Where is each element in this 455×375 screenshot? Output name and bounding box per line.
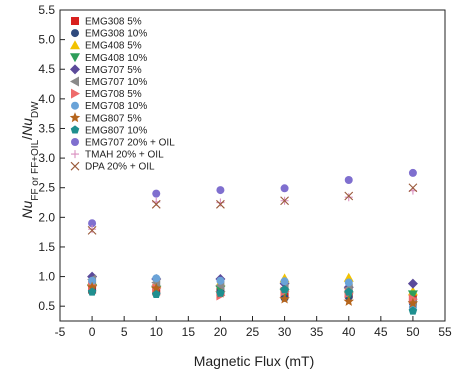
data-point bbox=[407, 278, 418, 289]
y-tick-label: 0.5 bbox=[38, 299, 55, 313]
legend-marker bbox=[69, 112, 81, 123]
x-tick-label: 0 bbox=[89, 325, 96, 339]
legend-label: EMG308 5% bbox=[85, 17, 142, 28]
x-ticks: -5 0 5 10 15 20 25 30 35 40 45 50 55 bbox=[55, 316, 452, 339]
y-axis-title: NuFF or FF+OIL/NuDW bbox=[19, 101, 41, 219]
x-tick-label: 25 bbox=[246, 325, 260, 339]
legend-marker bbox=[71, 17, 79, 25]
legend-marker bbox=[71, 138, 79, 146]
x-tick-label: 10 bbox=[150, 325, 164, 339]
data-point bbox=[152, 274, 161, 283]
data-point bbox=[216, 276, 225, 285]
x-tick-label: 45 bbox=[374, 325, 388, 339]
legend-label: EMG408 5% bbox=[85, 41, 142, 52]
x-tick-label: 15 bbox=[182, 325, 196, 339]
data-point bbox=[344, 176, 353, 185]
y-tick-label: 4.5 bbox=[38, 62, 55, 76]
legend-marker bbox=[71, 150, 79, 159]
legend-label: DPA 20% + OIL bbox=[85, 162, 155, 173]
x-tick-label: 55 bbox=[438, 325, 452, 339]
data-point bbox=[408, 183, 418, 193]
x-tick-label: 35 bbox=[310, 325, 324, 339]
y-tick-label: 4.0 bbox=[38, 92, 55, 106]
y-tick-label: 5.0 bbox=[38, 33, 55, 47]
data-point bbox=[344, 191, 354, 201]
data-point bbox=[407, 290, 418, 300]
y-tick-label: 3.5 bbox=[38, 121, 55, 135]
y-tick-label: 3.0 bbox=[38, 151, 55, 165]
y-tick-label: 1.0 bbox=[38, 270, 55, 284]
data-point bbox=[344, 193, 353, 202]
legend-label: EMG807 5% bbox=[85, 113, 142, 124]
legend-label: EMG707 10% bbox=[85, 77, 147, 88]
y-tick-label: 1.5 bbox=[38, 240, 55, 254]
legend-label: EMG308 10% bbox=[85, 29, 147, 40]
data-point bbox=[88, 276, 97, 285]
legend-marker bbox=[70, 53, 80, 63]
data-point bbox=[151, 289, 161, 298]
data-point bbox=[344, 278, 353, 287]
data-point bbox=[87, 225, 97, 235]
data-point bbox=[216, 198, 225, 207]
legend-marker bbox=[71, 29, 79, 38]
x-tick-label: 40 bbox=[342, 325, 356, 339]
data-point bbox=[152, 189, 161, 198]
legend-label: TMAH 20% + OIL bbox=[85, 150, 164, 161]
data-point bbox=[216, 186, 225, 195]
data-point bbox=[343, 295, 354, 306]
data-point bbox=[151, 199, 161, 209]
data-point bbox=[344, 287, 354, 296]
y-tick-label: 2.0 bbox=[38, 210, 55, 224]
x-tick-label: 50 bbox=[406, 325, 420, 339]
data-point bbox=[280, 196, 289, 206]
data-point bbox=[280, 285, 289, 294]
data-point bbox=[216, 288, 225, 297]
legend: EMG308 5%EMG308 10%EMG408 5%EMG408 10%EM… bbox=[69, 17, 175, 173]
data-point bbox=[88, 225, 97, 234]
legend-marker bbox=[70, 161, 80, 171]
data-point bbox=[408, 168, 417, 177]
data-points bbox=[86, 168, 419, 315]
legend-marker bbox=[70, 125, 80, 134]
legend-marker bbox=[70, 64, 80, 75]
legend-marker bbox=[71, 101, 79, 110]
legend-label: EMG707 20% + OIL bbox=[85, 138, 175, 149]
legend-label: EMG807 10% bbox=[85, 125, 147, 136]
data-point bbox=[86, 281, 98, 292]
legend-marker bbox=[70, 40, 80, 50]
y-ticks: 0.5 1.0 1.5 2.0 2.5 3.0 3.5 4.0 4.5 5.0 5.5 bbox=[38, 3, 65, 313]
x-tick-label: -5 bbox=[55, 325, 66, 339]
x-tick-label: 5 bbox=[121, 325, 128, 339]
x-axis-title: Magnetic Flux (mT) bbox=[194, 353, 315, 369]
data-point bbox=[280, 277, 289, 286]
y-tick-label: 5.5 bbox=[38, 3, 55, 17]
data-point bbox=[88, 219, 97, 228]
data-point bbox=[408, 306, 418, 315]
y-tick-label: 2.5 bbox=[38, 181, 55, 195]
data-point bbox=[87, 287, 97, 296]
x-tick-label: 20 bbox=[214, 325, 228, 339]
x-tick-label: 30 bbox=[278, 325, 292, 339]
legend-label: EMG708 10% bbox=[85, 101, 147, 112]
legend-marker bbox=[70, 76, 79, 87]
data-point bbox=[280, 184, 289, 193]
legend-label: EMG707 5% bbox=[85, 65, 142, 76]
data-point bbox=[216, 199, 225, 209]
data-point bbox=[407, 297, 419, 308]
data-point bbox=[279, 293, 290, 304]
data-point bbox=[151, 282, 162, 293]
legend-label: EMG408 10% bbox=[85, 53, 147, 64]
legend-label: EMG708 5% bbox=[85, 89, 142, 100]
legend-marker bbox=[71, 88, 80, 99]
